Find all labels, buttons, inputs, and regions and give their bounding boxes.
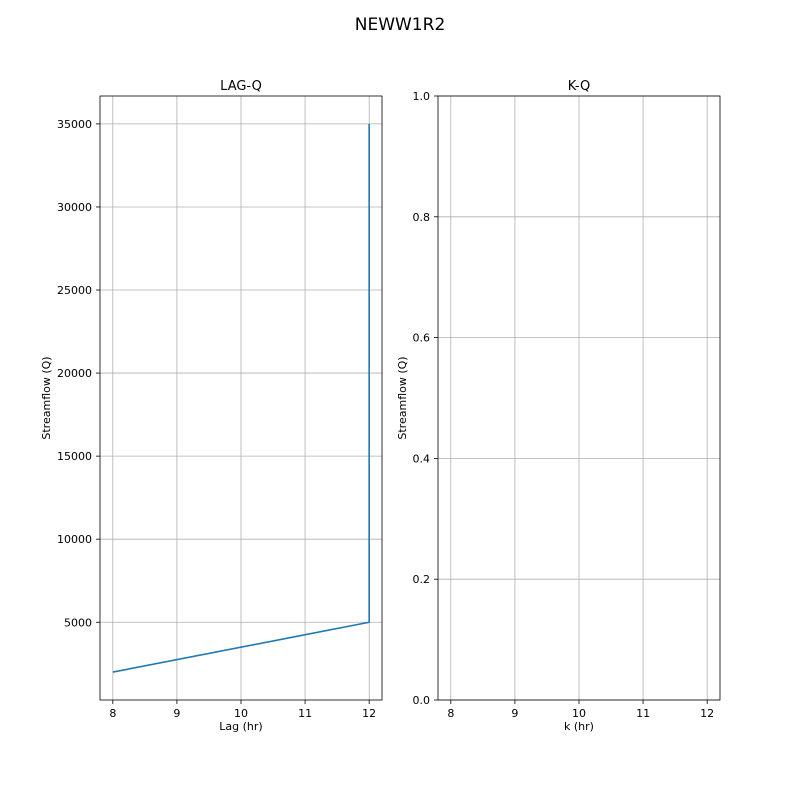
k-q-y-tick-label: 0.2: [413, 573, 431, 586]
k-q-xlabel: k (hr): [564, 720, 594, 733]
k-q-ticks: 8 9 10 11 12 0.0 0.2 0.4 0.6 0.8 1.0: [413, 90, 715, 720]
lag-q-x-tick-label: 9: [173, 707, 180, 720]
k-q-x-tick-label: 8: [447, 707, 454, 720]
k-q-y-tick-label: 0.6: [413, 332, 431, 345]
k-q-grid: [438, 95, 720, 701]
k-q-y-tick-label: 0.4: [413, 452, 431, 465]
k-q-x-tick-label: 9: [511, 707, 518, 720]
lag-q-y-tick-label: 25000: [57, 284, 92, 297]
lag-q-x-tick-label: 11: [298, 707, 312, 720]
k-q-y-tick-label: 0.0: [413, 694, 431, 707]
lag-q-series: [112, 123, 370, 673]
k-q-x-tick-label: 11: [636, 707, 650, 720]
lag-q-y-tick-label: 15000: [57, 450, 92, 463]
lag-q-title: LAG-Q: [220, 79, 262, 94]
k-q-frame: [437, 95, 721, 701]
lag-q-y-tick-label: 20000: [57, 367, 92, 380]
lag-q-grid: [100, 96, 382, 700]
lag-q-y-tick-label: 35000: [57, 118, 92, 131]
lag-q-x-tick-label: 12: [362, 707, 376, 720]
k-q-x-tick-label: 12: [700, 707, 714, 720]
lag-q-x-tick-label: 8: [109, 707, 116, 720]
lag-q-ticks: 8 9 10 11 12 5000 10000 15000 20000 25000 30000 350…: [57, 118, 376, 720]
k-q-chart: K-Q 8 9 10 11 12 0.0 0.2 0.4 0.6 0.8 1.0 k (hr) St…: [396, 79, 721, 733]
lag-q-y-tick-label: 5000: [64, 616, 92, 629]
lag-q-y-tick-label: 30000: [57, 201, 92, 214]
k-q-x-tick-label: 10: [572, 707, 586, 720]
k-q-y-tick-label: 0.8: [413, 211, 431, 224]
lag-q-y-tick-label: 10000: [57, 533, 92, 546]
k-q-ylabel: Streamflow (Q): [396, 356, 409, 439]
lag-q-x-tick-label: 10: [234, 707, 248, 720]
lag-q-chart: LAG-Q 8 9 10 11 12 5000 10000 15000 20000 25000 30…: [40, 79, 383, 733]
lag-q-series-line: [112, 123, 370, 673]
lag-q-xlabel: Lag (hr): [219, 720, 262, 733]
k-q-y-tick-label: 1.0: [413, 90, 431, 103]
lag-q-ylabel: Streamflow (Q): [40, 356, 53, 439]
figure-title: NEWW1R2: [355, 15, 446, 35]
k-q-title: K-Q: [568, 79, 591, 94]
lag-q-frame: [99, 95, 383, 701]
